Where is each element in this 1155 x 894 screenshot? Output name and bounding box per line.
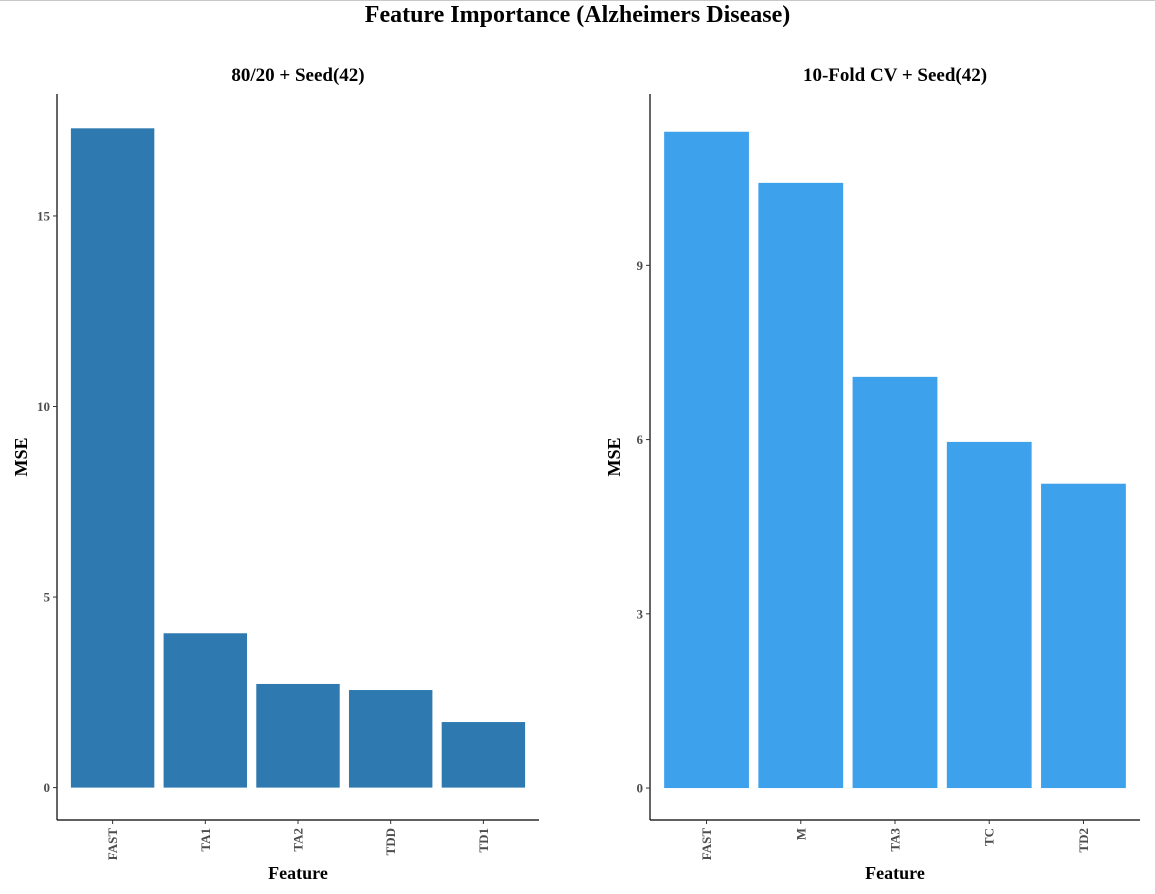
panel-1-title: 80/20 + Seed(42) (231, 65, 364, 86)
panel-1-bar-ta2 (256, 683, 340, 788)
panel-1-y-tick-10: 10 (37, 399, 50, 414)
panel-1-bar-td1 (441, 722, 526, 788)
panel-1-y-tick-15: 15 (37, 208, 51, 223)
panel-2-x-tick-fast: FAST (699, 828, 714, 861)
panel-1-y-tick-0: 0 (44, 780, 51, 795)
panel-1-bar-ta1 (163, 633, 248, 788)
panel-1-bar-tdd (348, 690, 433, 788)
panel-2-x-tick-ta3: TA3 (888, 828, 903, 852)
panel-1-x-tick-fast: FAST (105, 828, 120, 861)
panel-2-bar-tc (946, 441, 1032, 789)
panel-1-bar-fast (70, 128, 155, 788)
panel-2-bar-td2 (1041, 483, 1126, 789)
panel-2-title: 10-Fold CV + Seed(42) (803, 65, 987, 86)
panel-2-x-tick-m: M (793, 828, 808, 840)
panel-1-y-tick-5: 5 (44, 590, 51, 605)
panel-1-x-tick-td1: TD1 (476, 828, 491, 853)
panel-2-x-tick-tc: TC (982, 828, 997, 846)
panel-2-y-tick-6: 6 (637, 432, 644, 447)
panel-2-bar-ta3 (852, 376, 938, 789)
panel-1-x-tick-ta2: TA2 (291, 828, 306, 852)
panel-2-bar-fast (664, 131, 749, 789)
panel-2-y-tick-0: 0 (637, 781, 644, 796)
panel-2-y-axis-label: MSE (604, 437, 624, 476)
top-border (0, 0, 1155, 1)
panel-2-x-axis-label: Feature (865, 863, 925, 883)
chart-title: Feature Importance (Alzheimers Disease) (364, 2, 791, 28)
panel-2-y-tick-9: 9 (637, 258, 644, 273)
panel-1-x-tick-tdd: TDD (383, 828, 398, 855)
panel-2-y-tick-3: 3 (637, 606, 644, 621)
panel-2-bar-m (758, 182, 844, 789)
panel-1-x-axis-label: Feature (268, 863, 328, 883)
panel-1-y-axis-label: MSE (11, 437, 31, 476)
panel-2-x-tick-td2: TD2 (1076, 828, 1091, 853)
panel-1-x-tick-ta1: TA1 (198, 828, 213, 852)
